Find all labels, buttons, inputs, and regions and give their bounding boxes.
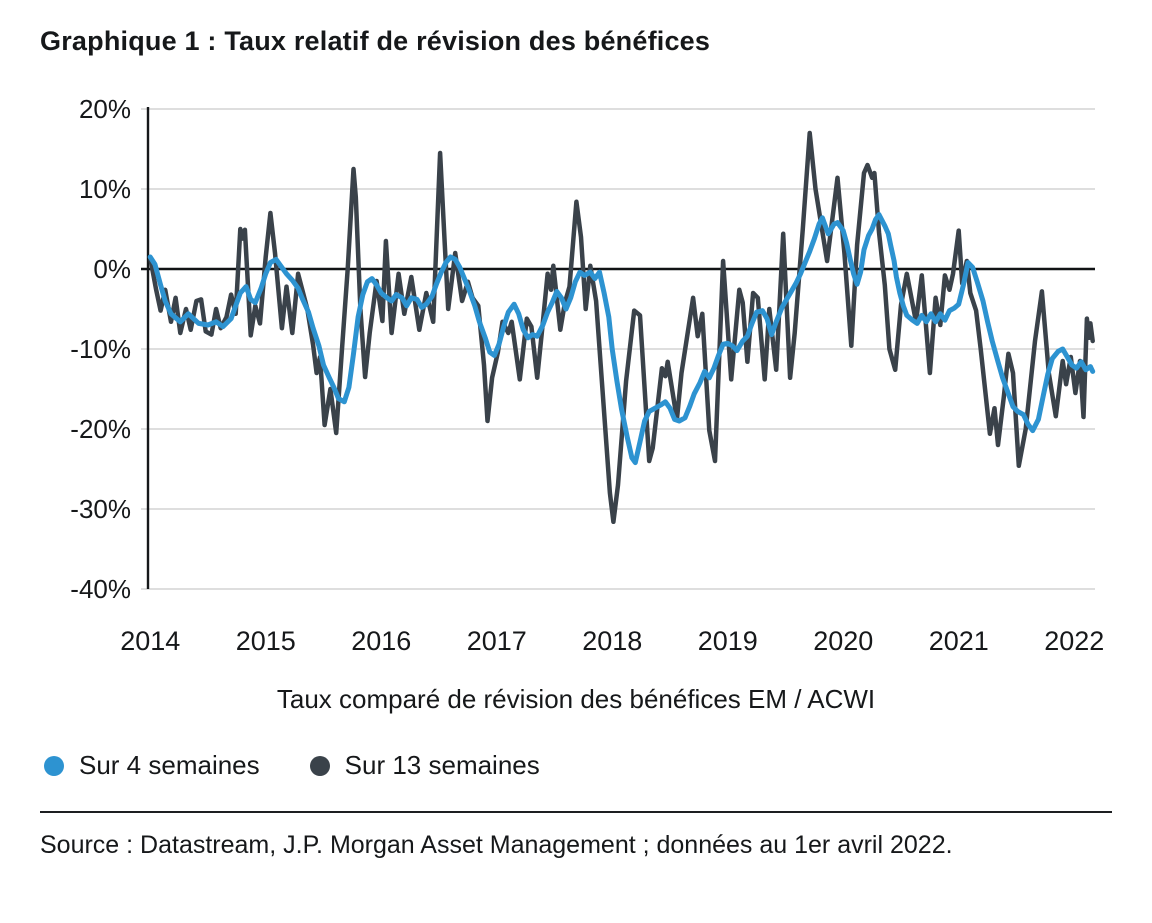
chart-plot-area: 20% 10% 0% -10% -20% -30% -40% 2014 2015 2016 2017…: [70, 94, 1104, 656]
y-tick-label: 10%: [79, 174, 131, 204]
legend-dot-blue-icon: [44, 755, 64, 776]
series-line-1: [147, 130, 1095, 525]
x-tick-label: 2018: [582, 626, 642, 656]
series-line-0: [147, 212, 1096, 466]
x-axis-caption: Taux comparé de révision des bénéfices E…: [276, 684, 876, 714]
y-tick-label: -10%: [70, 334, 131, 364]
legend-label-4-weeks: Sur 4 semaines: [79, 750, 260, 780]
x-tick-label: 2021: [929, 626, 989, 656]
y-tick-label: 20%: [79, 94, 131, 124]
footer-divider: [40, 811, 1112, 813]
y-tick-label: 0%: [93, 254, 131, 284]
x-tick-label: 2015: [236, 626, 296, 656]
x-tick-label: 2014: [120, 626, 180, 656]
source-note: Source : Datastream, J.P. Morgan Asset M…: [40, 831, 953, 859]
legend-item-4-weeks: Sur 4 semaines: [44, 750, 260, 781]
x-tick-label: 2022: [1044, 626, 1104, 656]
legend-label-13-weeks: Sur 13 semaines: [344, 750, 540, 780]
x-tick-label: 2020: [813, 626, 873, 656]
chart-legend: Sur 4 semaines Sur 13 semaines: [44, 750, 540, 781]
x-tick-label: 2017: [467, 626, 527, 656]
x-tick-label: 2016: [351, 626, 411, 656]
x-tick-label: 2019: [698, 626, 758, 656]
y-tick-label: -40%: [70, 574, 131, 604]
legend-item-13-weeks: Sur 13 semaines: [309, 750, 540, 781]
y-tick-label: -20%: [70, 414, 131, 444]
chart-title: Graphique 1 : Taux relatif de révision d…: [40, 26, 711, 56]
legend-dot-dark-icon: [309, 755, 330, 776]
y-tick-label: -30%: [70, 494, 131, 524]
